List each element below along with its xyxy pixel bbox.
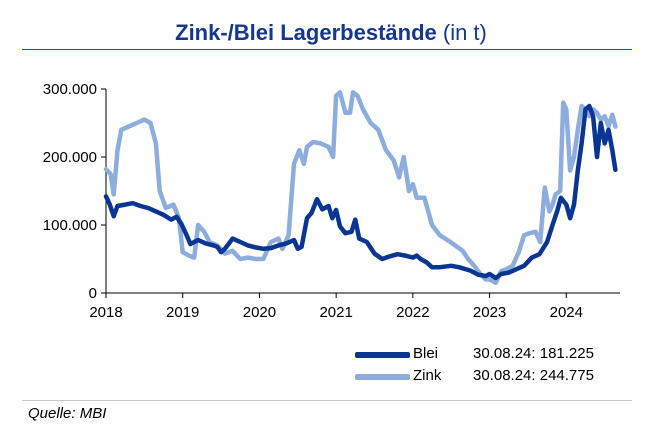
chart-title: Zink-/Blei Lagerbestände (in t) — [0, 20, 662, 46]
x-tick-label: 2023 — [473, 304, 506, 321]
legend-label-blei: Blei — [413, 345, 439, 362]
x-tick-label: 2021 — [319, 304, 352, 321]
x-tick-label: 2024 — [550, 304, 583, 321]
chart-title-unit: (in t) — [442, 20, 487, 45]
y-tick-label: 300.000 — [43, 81, 97, 98]
series-line-zink — [103, 90, 618, 286]
legend-swatch-blei — [355, 352, 410, 358]
legend-value-zink: 30.08.24: 244.775 — [473, 367, 594, 384]
legend-label-zink: Zink — [413, 367, 442, 384]
y-tick-label: 100.000 — [43, 217, 97, 234]
title-underline — [22, 49, 632, 50]
y-tick-label: 0 — [89, 285, 97, 302]
chart-series — [103, 90, 618, 286]
series-line-blei — [103, 103, 618, 281]
source-note: Quelle: MBI — [28, 405, 107, 422]
chart-axes: 0 100.000 200.000 300.000 2018 2019 2020 2021 20… — [43, 81, 620, 321]
footer-divider — [22, 400, 632, 401]
x-tick-label: 2018 — [89, 304, 122, 321]
x-tick-label: 2019 — [166, 304, 199, 321]
legend-swatch-zink — [355, 374, 410, 380]
x-tick-label: 2020 — [243, 304, 276, 321]
legend-value-blei: 30.08.24: 181.225 — [473, 345, 594, 362]
x-tick-label: 2022 — [396, 304, 429, 321]
chart-title-main: Zink-/Blei Lagerbestände — [175, 20, 437, 45]
y-tick-label: 200.000 — [43, 149, 97, 166]
